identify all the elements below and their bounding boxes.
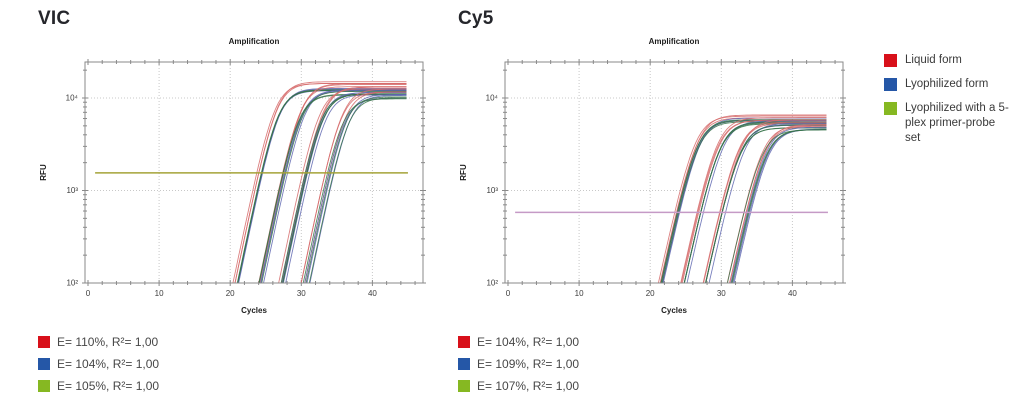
stat-row: E= 109%, R²= 1,00 — [458, 357, 580, 371]
svg-text:10: 10 — [575, 289, 584, 298]
lyophilized-form-swatch — [884, 78, 897, 91]
vic-panel-title: VIC — [38, 8, 71, 29]
stat-label: E= 107%, R²= 1,00 — [477, 379, 580, 393]
liquid-form-swatch — [884, 54, 897, 67]
svg-text:10: 10 — [155, 289, 164, 298]
svg-text:10²: 10² — [486, 279, 498, 288]
stat-label: E= 109%, R²= 1,00 — [477, 357, 580, 371]
stat-row: E= 107%, R²= 1,00 — [458, 379, 580, 393]
stat-swatch-red — [38, 336, 50, 348]
stat-swatch-blue — [458, 358, 470, 370]
stat-swatch-red — [458, 336, 470, 348]
stat-label: E= 104%, R²= 1,00 — [477, 335, 580, 349]
stat-label: E= 110%, R²= 1,00 — [57, 335, 159, 349]
stat-row: E= 104%, R²= 1,00 — [458, 335, 580, 349]
vic-amplification-chart: 0 10 20 30 40 10² 10³ 10⁴ Amplification Cycles RFU — [39, 37, 426, 315]
svg-text:10³: 10³ — [66, 186, 78, 195]
legend-label: Liquid form — [905, 54, 962, 66]
svg-text:RFU: RFU — [39, 164, 48, 181]
stat-label: E= 105%, R²= 1,00 — [57, 379, 160, 393]
cy5-amplification-chart: 0 10 20 30 40 10² 10³ 10⁴ Amplification Cycles RFU — [459, 37, 846, 315]
svg-text:RFU: RFU — [459, 164, 468, 181]
lyophilized-5plex-swatch — [884, 102, 897, 115]
svg-text:40: 40 — [368, 289, 377, 298]
svg-text:30: 30 — [717, 289, 726, 298]
legend-item-lyophilized-5plex: Lyophilized with a 5-plex primer-probe s… — [884, 101, 1011, 146]
stat-label: E= 104%, R²= 1,00 — [57, 357, 160, 371]
legend: Liquid form Lyophilized form Lyophilized… — [884, 53, 1011, 146]
cy5-efficiency-stats: E= 104%, R²= 1,00 E= 109%, R²= 1,00 E= 1… — [458, 335, 580, 393]
svg-text:Amplification: Amplification — [649, 37, 700, 46]
svg-text:20: 20 — [226, 289, 235, 298]
svg-text:Cycles: Cycles — [241, 306, 267, 315]
legend-item-lyophilized: Lyophilized form — [884, 77, 1011, 92]
svg-text:10⁴: 10⁴ — [486, 94, 499, 103]
svg-text:Amplification: Amplification — [229, 37, 280, 46]
legend-label: Lyophilized form — [905, 78, 989, 90]
stat-row: E= 104%, R²= 1,00 — [38, 357, 160, 371]
svg-text:40: 40 — [788, 289, 797, 298]
svg-text:10²: 10² — [66, 279, 78, 288]
svg-text:30: 30 — [297, 289, 306, 298]
stat-swatch-green — [38, 380, 50, 392]
cy5-panel-title: Cy5 — [458, 8, 494, 29]
stat-swatch-blue — [38, 358, 50, 370]
legend-label: Lyophilized with a 5-plex primer-probe s… — [905, 102, 1009, 144]
stat-swatch-green — [458, 380, 470, 392]
svg-text:10⁴: 10⁴ — [66, 94, 79, 103]
svg-text:Cycles: Cycles — [661, 306, 687, 315]
stat-row: E= 110%, R²= 1,00 — [38, 335, 159, 349]
svg-text:0: 0 — [86, 289, 91, 298]
svg-text:10³: 10³ — [486, 186, 498, 195]
legend-item-liquid: Liquid form — [884, 53, 1011, 68]
svg-text:0: 0 — [506, 289, 511, 298]
vic-efficiency-stats: E= 110%, R²= 1,00 E= 104%, R²= 1,00 E= 1… — [38, 335, 160, 393]
svg-text:20: 20 — [646, 289, 655, 298]
stat-row: E= 105%, R²= 1,00 — [38, 379, 160, 393]
